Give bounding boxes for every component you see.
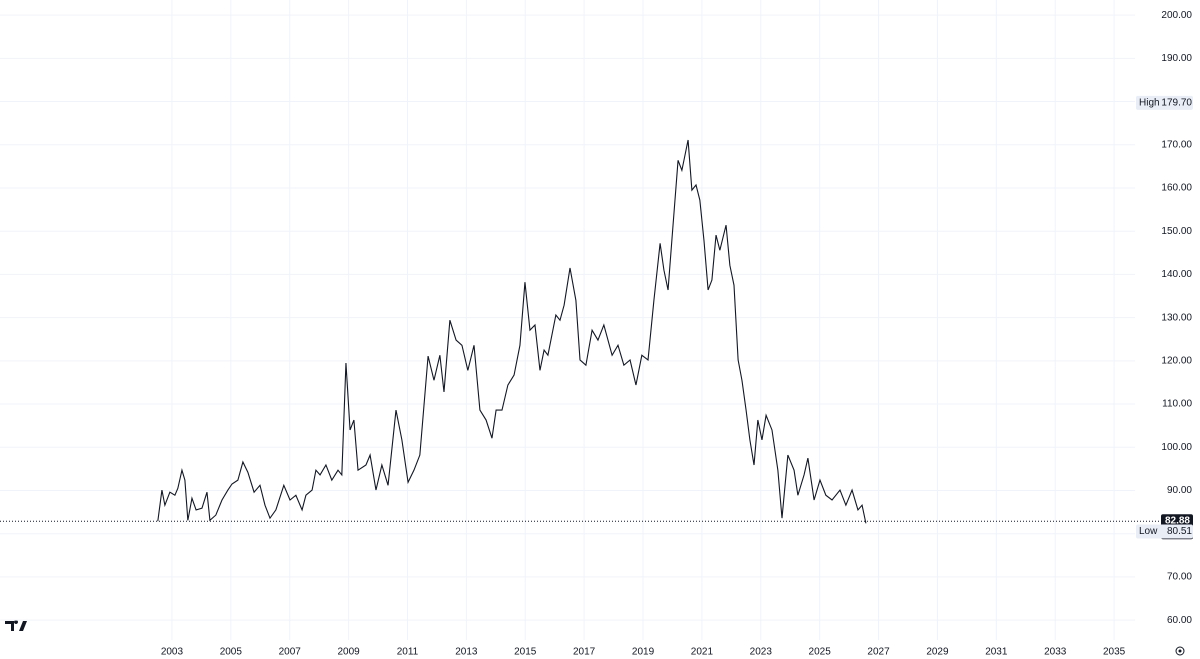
x-tick-label: 2031 xyxy=(985,647,1008,658)
low-label: Low xyxy=(1139,526,1158,537)
y-tick-label: 140.00 xyxy=(1161,269,1192,280)
x-tick-label: 2015 xyxy=(514,647,537,658)
settings-icon-center xyxy=(1178,649,1182,653)
x-tick-label: 2025 xyxy=(809,647,832,658)
y-tick-label: 130.00 xyxy=(1161,312,1192,323)
x-tick-label: 2009 xyxy=(337,647,360,658)
high-value-label: 179.70 xyxy=(1161,97,1192,108)
x-tick-label: 2029 xyxy=(926,647,949,658)
y-tick-label: 90.00 xyxy=(1167,485,1192,496)
x-tick-label: 2005 xyxy=(220,647,243,658)
x-tick-label: 2013 xyxy=(455,647,478,658)
logo xyxy=(5,620,27,631)
y-tick-label: 70.00 xyxy=(1167,572,1192,583)
y-tick-label: 200.00 xyxy=(1161,10,1192,21)
price-line xyxy=(157,139,867,524)
y-tick-label: 160.00 xyxy=(1161,183,1192,194)
x-tick-label: 2019 xyxy=(632,647,655,658)
y-tick-label: 150.00 xyxy=(1161,226,1192,237)
y-tick-label: 170.00 xyxy=(1161,139,1192,150)
y-tick-label: 120.00 xyxy=(1161,355,1192,366)
x-tick-label: 2003 xyxy=(161,647,184,658)
y-tick-label: 100.00 xyxy=(1161,442,1192,453)
high-label: High xyxy=(1139,97,1160,108)
low-value-label: 80.51 xyxy=(1167,526,1192,537)
x-tick-label: 2023 xyxy=(750,647,773,658)
low-tag xyxy=(1136,524,1193,539)
x-tick-label: 2035 xyxy=(1103,647,1126,658)
y-tick-label: 110.00 xyxy=(1162,399,1192,410)
x-tick-label: 2011 xyxy=(397,647,419,658)
y-tick-label: 60.00 xyxy=(1167,615,1192,626)
high-tag xyxy=(1136,95,1193,110)
y-tick-label: 190.00 xyxy=(1161,53,1192,64)
x-tick-label: 2027 xyxy=(867,647,890,658)
x-tick-label: 2021 xyxy=(691,647,714,658)
x-tick-label: 2007 xyxy=(279,647,302,658)
settings-icon[interactable] xyxy=(1175,646,1185,656)
x-tick-label: 2017 xyxy=(573,647,596,658)
last-price-label: 82.88 xyxy=(1165,515,1190,526)
x-tick-label: 2033 xyxy=(1044,647,1067,658)
